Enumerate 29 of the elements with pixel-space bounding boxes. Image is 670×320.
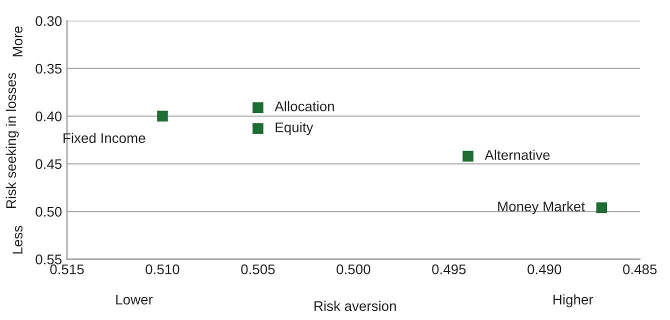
x-tick-label: 0.515 [50,264,84,274]
x-axis-title: Risk aversion [314,300,396,311]
y-tick-label: 0.45 [36,159,62,170]
series-label: Money Market [498,201,585,214]
text: Higher [554,294,594,308]
y-tick-label: 0.55 [36,254,62,264]
series-label: Equity [276,122,314,136]
point [157,110,168,122]
series-label: Alternative [484,150,550,160]
y-tick-label: 0.40 [36,111,62,122]
point [252,123,264,134]
point [462,150,474,162]
text: More [12,26,22,56]
text: Less [12,226,22,254]
point [252,102,264,113]
series-label: Allocation [274,101,334,112]
x-tick-label: 0.510 [146,264,180,274]
x-tick-label: 0.500 [336,264,370,274]
x-tick-label: 0.490 [528,264,562,274]
y-axis-title: Risk seeking in losses [6,72,19,208]
x-tick-label: 0.485 [623,264,657,274]
y-tick-label: 0.50 [36,206,62,217]
y-tick-label: 0.35 [36,64,62,74]
series-label: Fixed Income [64,132,146,144]
x-tick-label: 0.495 [432,264,466,274]
y-tick-label: 0.30 [36,16,62,26]
point [596,202,608,214]
text: Lower [116,294,153,305]
x-tick-label: 0.505 [241,264,275,274]
